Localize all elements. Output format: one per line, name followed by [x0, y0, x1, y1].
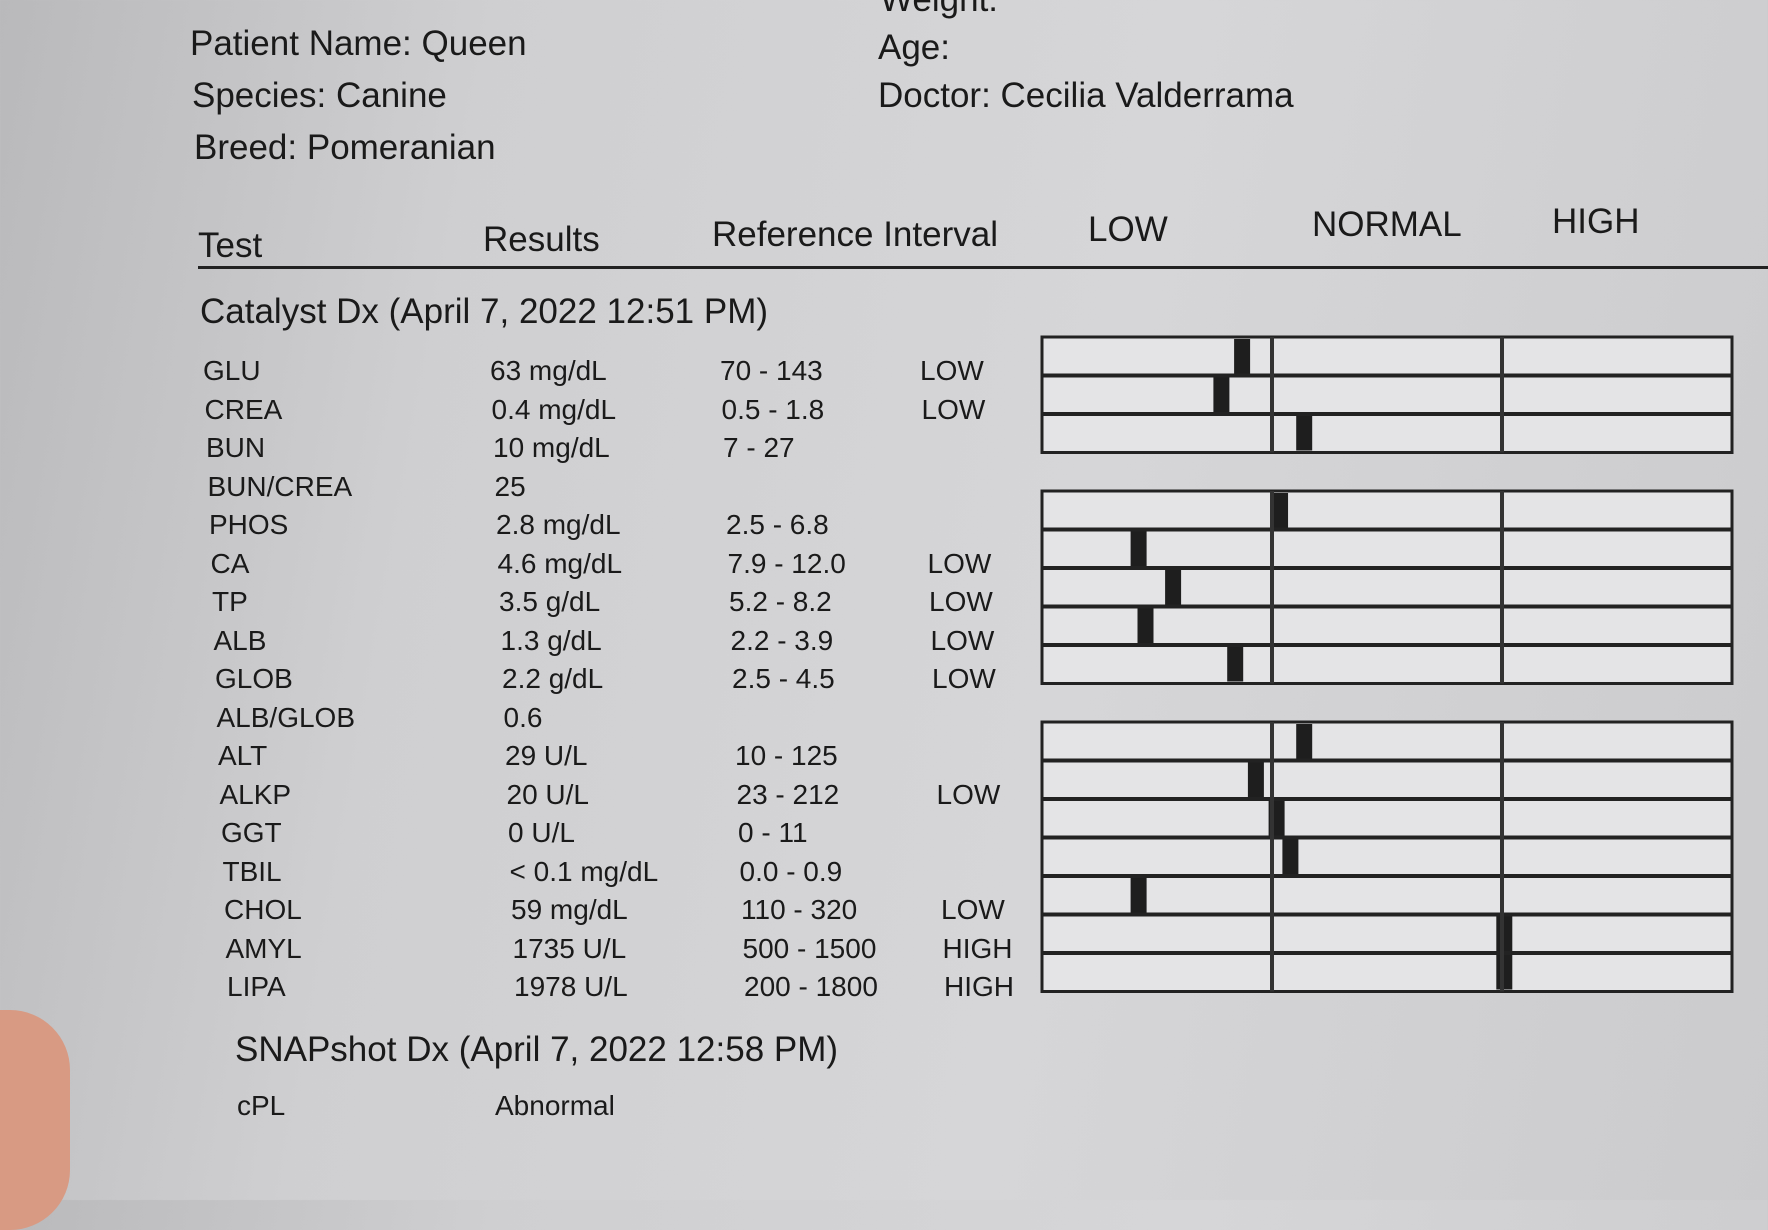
reference-interval: 0 - 11	[738, 817, 808, 848]
result: 20 U/L	[506, 778, 590, 810]
result: < 0.1 mg/dL	[509, 855, 659, 887]
reference-interval: 10 - 125	[735, 740, 838, 771]
result-marker	[1130, 878, 1147, 913]
age: Age:	[878, 28, 950, 67]
test-name: CA	[210, 547, 250, 579]
reference-interval: 23 - 212	[736, 778, 840, 810]
reference-interval: 0.0 - 0.9	[739, 855, 843, 887]
section-title: SNAPshot Dx (April 7, 2022 12:58 PM)	[235, 1029, 839, 1069]
reference-interval: 7.9 - 12.0	[727, 547, 846, 579]
test-name: AMYL	[225, 932, 302, 964]
result: 63 mg/dL	[490, 355, 607, 386]
column-header: Reference Interval	[712, 215, 998, 254]
column-header: NORMAL	[1312, 205, 1462, 244]
result-marker	[1165, 570, 1182, 605]
result: 3.5 g/dL	[499, 586, 601, 617]
reference-interval: 7 - 27	[723, 432, 795, 463]
result: 0.6	[503, 701, 543, 733]
test-name: ALB	[213, 624, 267, 656]
test-name: LIPA	[227, 971, 286, 1002]
test-name: PHOS	[209, 509, 289, 540]
column-header: Test	[198, 226, 263, 265]
result: 1.3 g/dL	[500, 624, 602, 656]
test-name: GGT	[221, 817, 282, 848]
patient-name: Patient Name: Queen	[190, 24, 527, 63]
reference-interval: 200 - 1800	[744, 971, 878, 1002]
result-marker	[1282, 839, 1299, 874]
result-marker	[1496, 916, 1513, 951]
flag: LOW	[936, 778, 1001, 810]
range-graphs	[1040, 335, 1734, 993]
breed: Breed: Pomeranian	[194, 128, 496, 167]
result: 29 U/L	[505, 740, 588, 771]
reference-interval: 0.5 - 1.8	[721, 393, 825, 425]
test-name: BUN	[206, 432, 266, 463]
test-name: GLU	[203, 355, 261, 386]
flag: LOW	[930, 624, 995, 656]
test-name: TBIL	[222, 855, 282, 887]
result: 10 mg/dL	[493, 432, 610, 463]
graph-frame	[1040, 489, 1734, 685]
flag: LOW	[920, 355, 984, 386]
test-name: ALKP	[219, 778, 292, 810]
result: 59 mg/dL	[511, 894, 628, 925]
result-marker	[1496, 955, 1513, 990]
test-name: TP	[212, 586, 248, 617]
result-marker	[1227, 647, 1244, 682]
result-marker	[1137, 608, 1154, 643]
graph-frame	[1040, 335, 1734, 454]
reference-interval: 2.5 - 6.8	[726, 509, 829, 540]
species: Species: Canine	[192, 76, 447, 115]
flag: HIGH	[944, 971, 1014, 1002]
result: 4.6 mg/dL	[497, 547, 623, 579]
result: Abnormal	[495, 1089, 615, 1121]
flag: HIGH	[942, 932, 1013, 964]
thumb	[0, 1010, 70, 1230]
reference-interval: 2.5 - 4.5	[732, 663, 835, 694]
result-marker	[1296, 724, 1313, 759]
result-marker	[1296, 416, 1313, 451]
section-title: Catalyst Dx (April 7, 2022 12:51 PM)	[200, 292, 769, 331]
reference-interval: 500 - 1500	[742, 932, 877, 964]
flag: LOW	[932, 663, 996, 694]
result: 1735 U/L	[512, 932, 627, 964]
flag: LOW	[929, 586, 993, 617]
reference-interval: 110 - 320	[741, 894, 858, 925]
result-marker	[1130, 531, 1147, 566]
column-header: HIGH	[1552, 202, 1640, 241]
result: 25	[494, 470, 526, 502]
result: 1978 U/L	[514, 971, 628, 1002]
test-name: BUN/CREA	[207, 470, 353, 502]
flag: LOW	[927, 547, 992, 579]
test-name: CREA	[204, 393, 283, 425]
reference-interval: 2.2 - 3.9	[730, 624, 834, 656]
result: 0 U/L	[508, 817, 575, 848]
result-marker	[1272, 493, 1289, 528]
reference-interval: 5.2 - 8.2	[729, 586, 832, 617]
result-marker	[1234, 339, 1251, 374]
header-rule	[198, 266, 1768, 269]
result: 2.8 mg/dL	[496, 509, 621, 540]
doctor: Doctor: Cecilia Valderrama	[878, 76, 1294, 115]
reference-interval: 70 - 143	[720, 355, 823, 386]
flag: LOW	[921, 393, 986, 425]
result: 0.4 mg/dL	[491, 393, 617, 425]
test-name: cPL	[237, 1089, 286, 1121]
column-header: LOW	[1088, 210, 1168, 249]
graph-frame	[1040, 720, 1734, 993]
test-name: ALT	[218, 740, 268, 771]
test-name: GLOB	[215, 663, 293, 694]
result-marker	[1247, 762, 1264, 797]
result-marker	[1213, 377, 1230, 412]
test-name: CHOL	[224, 894, 302, 925]
weight-label: Weight:	[880, 0, 998, 20]
flag: LOW	[941, 894, 1005, 925]
result: 2.2 g/dL	[502, 663, 604, 694]
column-header: Results	[483, 220, 600, 259]
test-name: ALB/GLOB	[216, 701, 356, 733]
